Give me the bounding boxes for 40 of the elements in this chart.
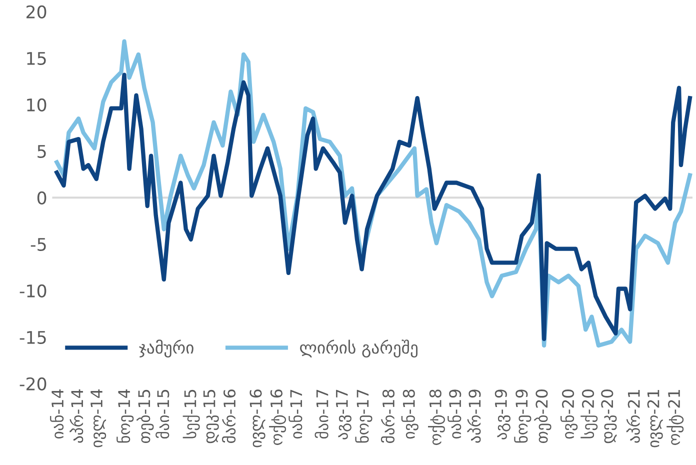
x-tick-label: ოქტ-21 bbox=[666, 390, 684, 445]
y-tick-label: -20 bbox=[20, 377, 46, 390]
x-tick-label: აგვ-17 bbox=[336, 390, 352, 440]
x-tick-label: მარ-16 bbox=[222, 389, 236, 443]
x-tick-label: ნოე-17 bbox=[355, 390, 372, 443]
x-tick-label: აპრ-19 bbox=[467, 390, 481, 443]
x-tick-label: ივნ-18 bbox=[401, 390, 418, 439]
y-tick-label: -15 bbox=[20, 331, 46, 344]
x-tick-label: იან-14 bbox=[50, 389, 64, 439]
x-tick-label: დეკ-20 bbox=[601, 390, 617, 444]
y-tick-label: -5 bbox=[30, 238, 46, 251]
x-tick-label: ივნ-20 bbox=[560, 390, 578, 439]
x-tick-label: აპრ-21 bbox=[626, 390, 640, 443]
x-tick-label: ნოე-19 bbox=[514, 390, 532, 443]
x-tick-label: ნოე-14 bbox=[116, 389, 134, 443]
x-tick-label: სექ-15 bbox=[182, 390, 200, 438]
x-tick-label: იან-19 bbox=[448, 390, 462, 439]
x-tick-label: ივლ-16 bbox=[250, 389, 266, 448]
x-tick-label: ივლ-21 bbox=[647, 390, 663, 448]
x-tick-label: მაი-15 bbox=[156, 390, 170, 439]
x-tick-label: ოქტ-18 bbox=[428, 390, 445, 445]
x-tick-label: მაი-17 bbox=[314, 390, 328, 439]
y-tick-label: 5 bbox=[38, 145, 46, 158]
x-tick-label: ივლ-14 bbox=[90, 389, 106, 448]
x-tick-label: მარ-18 bbox=[380, 390, 395, 443]
x-tick-label: სექ-20 bbox=[580, 390, 598, 438]
y-tick-label: -10 bbox=[20, 284, 46, 298]
x-tick-label: იან-17 bbox=[288, 390, 302, 439]
y-tick-label: 0 bbox=[37, 191, 46, 204]
x-tick-label: დეკ-15 bbox=[203, 390, 219, 444]
legend-label: ლირის გარეშე bbox=[300, 340, 418, 358]
x-tick-label: აპრ-14 bbox=[70, 389, 84, 443]
legend-label: ჯამური bbox=[139, 340, 194, 358]
y-tick-label: 10 bbox=[27, 98, 46, 112]
y-tick-label: 20 bbox=[26, 5, 46, 18]
x-tick-label: თებ-20 bbox=[534, 390, 552, 443]
x-tick-label: ოქტ-16 bbox=[269, 389, 286, 445]
x-tick-label: თებ-15 bbox=[136, 390, 154, 443]
y-tick-label: 15 bbox=[27, 52, 46, 65]
x-tick-label: აგვ-19 bbox=[494, 390, 510, 440]
